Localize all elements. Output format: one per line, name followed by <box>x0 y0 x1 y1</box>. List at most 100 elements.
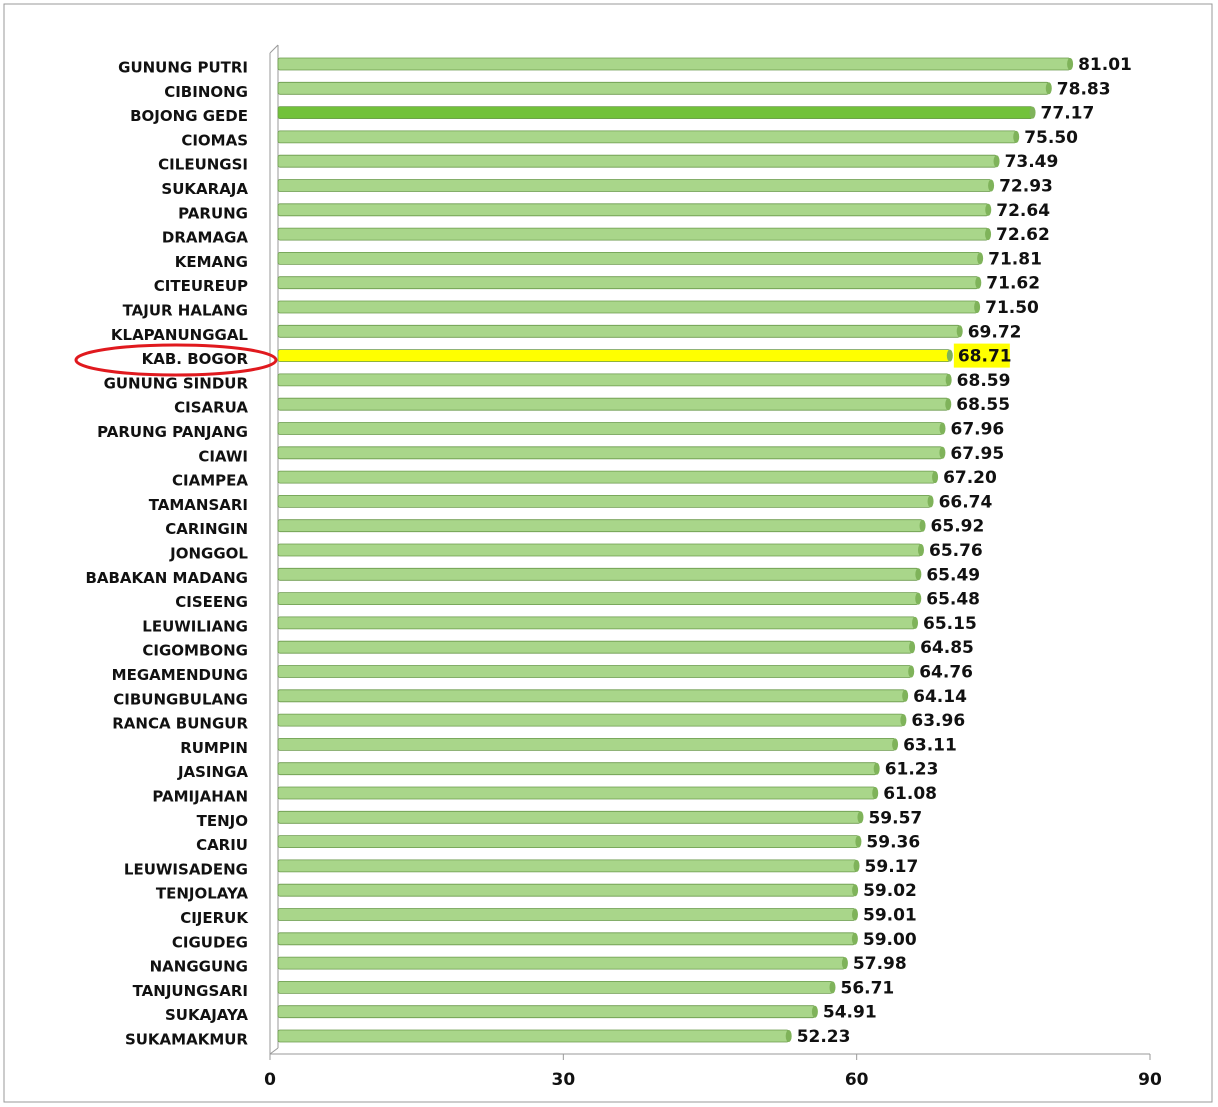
y-tick-label: TANJUNGSARI <box>133 982 248 1000</box>
bar <box>277 883 856 897</box>
bar-cap <box>985 228 992 241</box>
value-label: 71.81 <box>988 249 1042 269</box>
bar <box>277 154 997 168</box>
bar-cap <box>855 835 862 848</box>
y-tick-label: CITEUREUP <box>154 277 248 295</box>
y-tick-label: CIBINONG <box>164 83 248 101</box>
value-label-bg <box>953 343 1010 368</box>
bar-cap <box>915 568 922 581</box>
bar-cap <box>956 325 963 338</box>
bar <box>277 81 1050 95</box>
value-label: 52.23 <box>797 1027 851 1047</box>
value-label: 65.49 <box>926 565 980 585</box>
y-tick-label: CIGUDEG <box>172 933 248 951</box>
y-tick-label: TAMANSARI <box>149 496 248 514</box>
bar-cap <box>872 787 879 799</box>
value-label: 59.01 <box>863 906 917 926</box>
bar-cap <box>945 398 952 411</box>
value-label: 64.14 <box>913 687 967 707</box>
y-tick-label: CIJERUK <box>180 909 249 927</box>
bar <box>277 324 961 338</box>
bar <box>277 738 896 751</box>
bar-cap <box>917 544 924 556</box>
bar <box>277 981 833 994</box>
value-label: 65.48 <box>926 590 980 610</box>
bar-cap <box>939 446 946 459</box>
value-label: 61.23 <box>885 760 939 780</box>
bar <box>277 665 912 678</box>
x-tick-label: 90 <box>1138 1070 1162 1090</box>
value-label: 63.96 <box>911 711 965 731</box>
y-tick-label: TAJUR HALANG <box>123 302 248 320</box>
bar-cap <box>974 301 981 313</box>
y-tick-label: CIBUNGBULANG <box>113 690 248 708</box>
bar <box>277 300 978 314</box>
bar-cap <box>912 616 919 629</box>
bar <box>277 592 919 605</box>
bar-cap <box>985 203 992 216</box>
value-label: 66.74 <box>939 492 993 512</box>
bar-cap <box>892 738 899 751</box>
value-label: 81.01 <box>1078 55 1132 75</box>
bar <box>277 616 916 630</box>
y-tick-label: GUNUNG PUTRI <box>118 59 248 77</box>
bar-cap <box>946 349 953 362</box>
value-label: 64.85 <box>920 638 974 658</box>
bar <box>277 106 1033 119</box>
bar-cap <box>785 1030 792 1042</box>
bar-cap <box>927 495 934 508</box>
bar <box>277 373 950 387</box>
y-tick-label: CARIU <box>196 836 248 854</box>
bar-cap <box>909 641 916 654</box>
value-label: 78.83 <box>1057 79 1111 99</box>
bar <box>277 859 857 873</box>
bar-cap <box>977 252 984 265</box>
axis-corner <box>269 1047 279 1055</box>
bar-cap <box>1067 58 1074 70</box>
bar <box>277 908 856 921</box>
bar <box>277 397 949 411</box>
bar-cap <box>851 908 858 921</box>
bar <box>277 130 1017 144</box>
bar-cap <box>811 1005 818 1018</box>
value-label: 75.50 <box>1024 128 1078 148</box>
bar-cap <box>902 689 909 702</box>
bar <box>277 1029 790 1043</box>
bar <box>277 689 906 703</box>
bar-cap <box>829 981 836 994</box>
bar <box>277 956 846 970</box>
y-tick-label: PAMIJAHAN <box>152 788 248 806</box>
y-tick-label: SUKARAJA <box>161 180 248 198</box>
bar-cap <box>993 155 1000 168</box>
bar <box>277 203 989 217</box>
bar <box>277 251 981 265</box>
bar <box>277 640 913 654</box>
value-label: 57.98 <box>853 954 907 974</box>
y-tick-label: CILEUNGSI <box>158 156 248 174</box>
value-label: 65.92 <box>931 517 985 537</box>
bar-cap <box>851 932 858 945</box>
y-tick-label: NANGGUNG <box>150 958 248 976</box>
value-label: 67.20 <box>943 468 997 488</box>
y-tick-label: KAB. BOGOR <box>142 350 249 368</box>
y-tick-label: CIAMPEA <box>172 472 248 490</box>
bar <box>277 422 943 435</box>
value-label: 63.11 <box>903 735 957 755</box>
bar-cap <box>915 592 922 605</box>
y-tick-label: PARUNG <box>178 204 248 222</box>
value-label: 64.76 <box>919 663 973 683</box>
value-label: 68.59 <box>957 371 1011 391</box>
y-tick-label: BABAKAN MADANG <box>85 569 248 587</box>
value-label: 59.57 <box>868 808 922 828</box>
bar-cap <box>841 957 848 970</box>
value-label: 68.71 <box>958 347 1012 367</box>
y-tick-label: DRAMAGA <box>162 229 248 247</box>
bar-cap <box>988 179 995 192</box>
value-label: 67.95 <box>950 444 1004 464</box>
bar-cap <box>939 422 946 435</box>
value-label: 54.91 <box>823 1003 877 1023</box>
y-tick-label: BOJONG GEDE <box>130 107 248 125</box>
bar <box>277 786 876 800</box>
highlight-circle <box>74 343 278 377</box>
